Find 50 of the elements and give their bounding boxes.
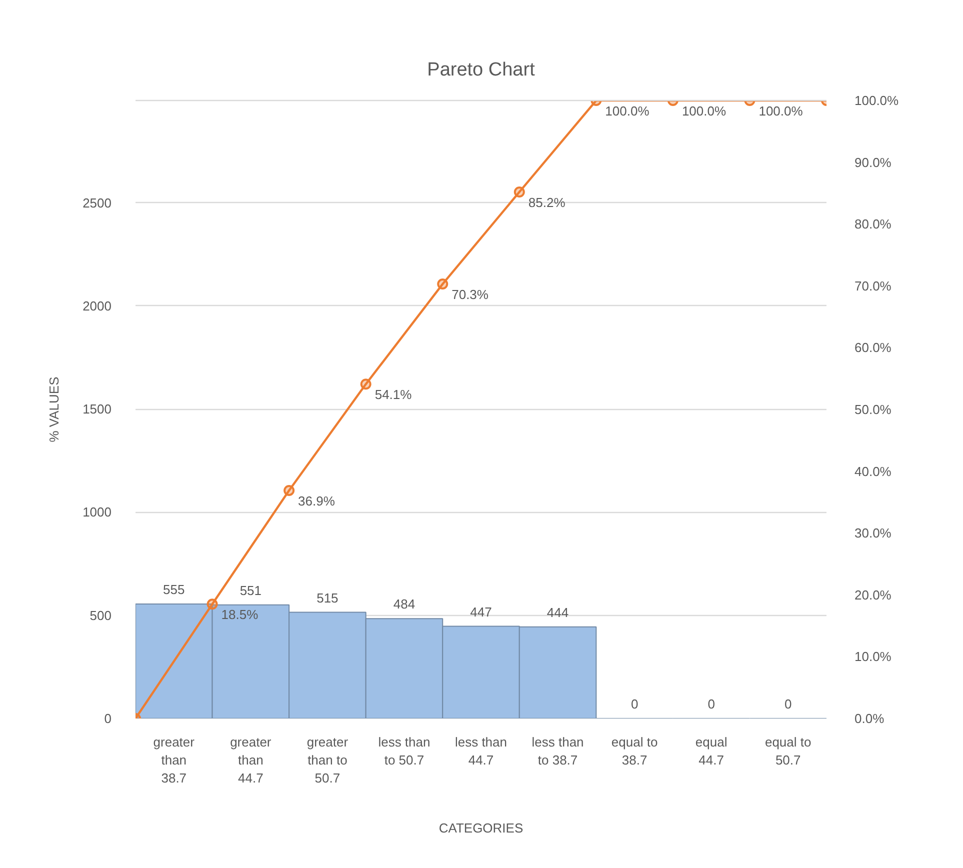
point: [437, 278, 448, 290]
y2-tick-label: 80.0%: [854, 216, 892, 232]
point: [360, 378, 372, 390]
x-tick-label: greater than 38.7: [153, 734, 196, 786]
point: [284, 484, 295, 496]
data-label: 36.9%: [298, 493, 336, 508]
data-label: 85.2%: [528, 194, 566, 210]
data-label: 100.0%: [682, 104, 726, 118]
y2-tick-label: 100.0%: [854, 93, 900, 108]
x-tick-label: equal to 38.7: [611, 734, 658, 768]
y2-tick-label: 10.0%: [854, 649, 892, 664]
x-tick-label: equal 44.7: [695, 734, 728, 768]
y2-tick-label: 60.0%: [854, 340, 892, 356]
y-tick-label: 0: [104, 711, 112, 726]
data-label: 18.5%: [221, 607, 259, 622]
y-tick-label: 1500: [82, 402, 112, 417]
y-tick-label: 2500: [82, 195, 112, 210]
y2-tick-label: 20.0%: [854, 587, 892, 602]
data-label: 70.3%: [452, 287, 489, 302]
data-label: 515: [316, 590, 338, 606]
chart-title: Pareto Chart: [427, 60, 536, 80]
y-tick-label: 500: [90, 608, 112, 623]
y2-tick-label: 30.0%: [854, 526, 892, 541]
data-label: 100.0%: [605, 104, 650, 118]
y2-tick-label: 70.0%: [854, 278, 892, 294]
x-tick-label: equal to 50.7: [764, 734, 812, 768]
data-label: 0: [630, 696, 638, 712]
line-series: [136, 100, 826, 718]
data-label: 54.1%: [374, 387, 412, 402]
y2-tick-label: 40.0%: [854, 464, 892, 479]
x-tick-label: greater than 44.7: [230, 734, 272, 786]
x-tick-label: less than 44.7: [454, 734, 508, 768]
y2-tick-label: 90.0%: [854, 154, 892, 170]
y-tick-label: 1000: [82, 504, 112, 520]
y2-tick-label: 50.0%: [854, 402, 892, 417]
x-axis-title: CATEGORIES: [438, 820, 524, 836]
x-tick-label: greater than to 50.7: [306, 734, 349, 786]
data-label: 444: [546, 604, 569, 620]
y2-tick-label: 0.0%: [854, 711, 885, 726]
data-label: 0: [784, 696, 792, 712]
data-label: 551: [240, 582, 262, 598]
x-tick-label: less than to 38.7: [532, 734, 584, 768]
data-label: 447: [470, 604, 492, 620]
data-label: 555: [163, 582, 185, 598]
y-tick-label: 2000: [82, 298, 112, 314]
y-axis-title: % VALUES: [46, 376, 62, 442]
data-label: 484: [393, 596, 416, 612]
x-tick-label: less than to 50.7: [378, 734, 430, 768]
data-label: 0: [708, 696, 715, 712]
data-label: 100.0%: [758, 104, 804, 118]
